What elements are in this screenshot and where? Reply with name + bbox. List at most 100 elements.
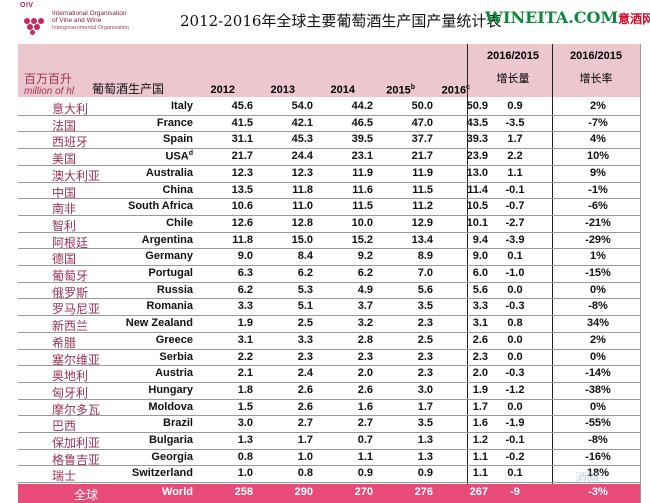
- table-row: 澳大利亚 Australia 12.3 12.3 11.9 11.9 13.0 1.1 9%: [18, 166, 640, 183]
- title-bar: OIV International Organisation of Vine a…: [0, 0, 650, 40]
- year-header-0: 2012: [185, 84, 235, 96]
- row-divider: [18, 164, 640, 166]
- value-2012: 45.6: [231, 100, 253, 112]
- delta-value: -3.9: [505, 233, 525, 246]
- table-row: 格鲁吉亚 Georgia 0.8 1.0 1.1 1.3 1.1 -0.2 -16%: [18, 450, 640, 467]
- country-cn: 阿根廷: [52, 235, 89, 250]
- value-2015: 0.9: [417, 467, 433, 480]
- table-row: 意大利 Italy 45.6 54.0 44.2 50.0 50.9 0.9 2%: [18, 99, 640, 116]
- delta-value: -0.2: [505, 450, 525, 463]
- row-divider: [18, 281, 640, 283]
- country-cn: 希腊: [52, 335, 77, 350]
- row-divider: [18, 315, 640, 317]
- country-cn: 俄罗斯: [52, 285, 89, 300]
- country-en: Germany: [145, 250, 193, 263]
- year-footnote: b: [410, 84, 415, 91]
- value-2015: 1.3: [417, 450, 433, 463]
- total-cn: 全球: [74, 488, 99, 502]
- country-cn: 智利: [52, 218, 77, 233]
- pct-value: 4%: [590, 133, 606, 146]
- value-2012: 3.1: [237, 333, 253, 346]
- pct-value: 34%: [586, 317, 610, 330]
- value-2015: 2.3: [417, 350, 433, 363]
- unit-label-en: million of hl: [24, 86, 75, 97]
- value-2014: 3.7: [357, 300, 373, 313]
- value-2012: 13.5: [231, 183, 253, 196]
- country-en: Argentina: [141, 233, 193, 246]
- delta-value: 0.0: [507, 350, 523, 363]
- country-cn: 罗马尼亚: [52, 302, 101, 317]
- pct-value: 0%: [590, 350, 606, 363]
- delta-value: -1.0: [505, 267, 525, 279]
- value-2013: 54.0: [291, 100, 313, 112]
- pct-value: -8%: [588, 434, 608, 446]
- delta-value: 0.1: [507, 467, 523, 480]
- country-en: Serbia: [159, 350, 193, 363]
- value-2015: 13.4: [411, 233, 433, 246]
- country-en: Chile: [166, 216, 193, 229]
- value-2013: 1.7: [297, 434, 313, 446]
- total-2015: 276: [414, 486, 433, 498]
- value-2013: 0.8: [297, 467, 313, 480]
- value-2016: 13.0: [466, 166, 488, 179]
- watermark: 酒网: [575, 471, 600, 485]
- total-2012: 258: [234, 486, 253, 498]
- country-cn: 澳大利亚: [52, 168, 101, 183]
- value-2014: 2.0: [357, 367, 373, 380]
- value-2016: 3.1: [472, 317, 488, 330]
- value-2013: 2.5: [297, 317, 313, 330]
- country-en: Bulgaria: [148, 434, 193, 446]
- value-2016: 3.3: [472, 300, 488, 313]
- value-2016: 5.6: [472, 283, 488, 296]
- delta-value: -0.1: [505, 183, 525, 196]
- country-en: Austria: [155, 367, 193, 380]
- pct-value: -29%: [585, 233, 611, 246]
- row-divider: [18, 214, 640, 216]
- row-divider: [18, 248, 640, 250]
- oiv-logo: OIV International Organisation of Vine a…: [18, 2, 129, 38]
- delta-value: -1.2: [505, 383, 525, 396]
- table-row: 巴西 Brazil 3.0 2.7 2.7 3.5 1.6 -1.9 -55%: [18, 416, 640, 433]
- table-row: 匈牙利 Hungary 1.8 2.6 2.6 3.0 1.9 -1.2 -38%: [18, 383, 640, 400]
- value-2016: 9.0: [472, 250, 488, 263]
- value-2016: 43.5: [466, 116, 488, 129]
- table-row: 阿根廷 Argentina 11.8 15.0 15.2 13.4 9.4 -3.9 -29%: [18, 233, 640, 250]
- value-2016: 1.2: [472, 434, 488, 446]
- value-2015: 3.5: [417, 300, 433, 313]
- country-cn: 保加利亚: [52, 436, 101, 450]
- value-2014: 10.0: [351, 216, 373, 229]
- row-divider: [18, 448, 640, 450]
- page-title: 2012-2016年全球主要葡萄酒生产国产量统计表: [180, 12, 502, 30]
- table-row: 新西兰 New Zealand 1.9 2.5 3.2 2.3 3.1 0.8 34%: [18, 316, 640, 333]
- value-2012: 0.8: [237, 450, 253, 463]
- pct-value: -1%: [588, 183, 608, 196]
- country-cn: 中国: [52, 185, 77, 200]
- value-2014: 39.5: [351, 133, 373, 146]
- country-en: Russia: [156, 283, 193, 296]
- value-2012: 1.9: [237, 317, 253, 330]
- row-divider: [18, 131, 640, 133]
- table-row: 摩尔多瓦 Moldova 1.5 2.6 1.6 1.7 1.7 0.0 0%: [18, 400, 640, 417]
- value-2014: 15.2: [351, 233, 373, 246]
- year-label: 2015: [386, 84, 411, 97]
- value-2013: 2.6: [297, 400, 313, 413]
- pct-value: -16%: [585, 450, 611, 463]
- value-2015: 5.6: [417, 283, 433, 296]
- value-2015: 2.5: [417, 333, 433, 346]
- row-divider: [18, 415, 640, 417]
- total-delta: -9: [510, 486, 520, 498]
- pct-value: 1%: [590, 250, 606, 263]
- country-header: 葡萄酒生产国: [92, 82, 165, 96]
- table-row: 奥地利 Austria 2.1 2.4 2.0 2.3 2.0 -0.3 -14%: [18, 366, 640, 383]
- value-2016: 23.9: [466, 150, 488, 163]
- value-2015: 1.3: [417, 434, 433, 446]
- value-2014: 0.7: [357, 434, 373, 446]
- value-2012: 3.3: [237, 300, 253, 313]
- row-divider: [18, 148, 640, 150]
- value-2016: 39.3: [466, 133, 488, 146]
- total-pct: -3%: [588, 486, 608, 498]
- value-2015: 11.2: [412, 200, 433, 213]
- value-2014: 2.8: [357, 333, 373, 346]
- table-row: 罗马尼亚 Romania 3.3 5.1 3.7 3.5 3.3 -0.3 -8%: [18, 299, 640, 316]
- value-2015: 3.5: [417, 417, 433, 430]
